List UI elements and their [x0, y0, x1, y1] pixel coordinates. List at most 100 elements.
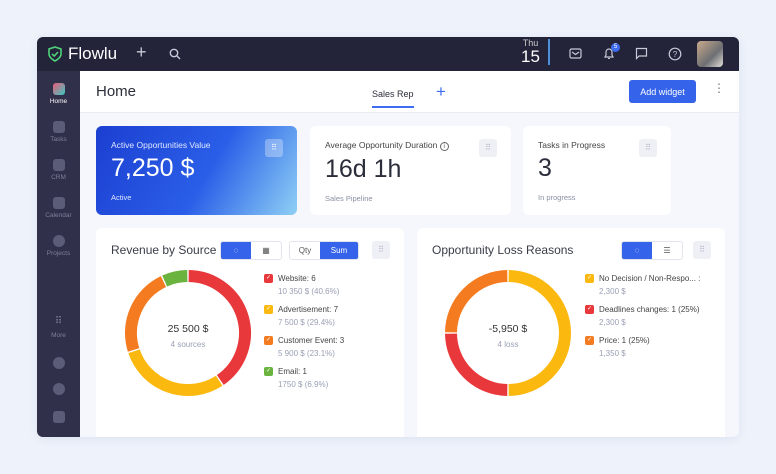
sidebar-item-crm[interactable]: CRM [37, 159, 80, 181]
legend-text: Advertisement: 7 [278, 305, 339, 314]
card-label: Average Opportunity Duration i [325, 140, 496, 151]
legend-item[interactable]: ✓ Deadlines changes: 1 (25%) 2,300 $ [585, 305, 700, 327]
notification-badge: 5 [611, 43, 620, 52]
donut-subtitle: 4 sources [170, 340, 206, 349]
bell-icon[interactable] [603, 47, 615, 60]
legend-text: No Decision / Non-Respo... : [599, 274, 701, 283]
sidebar-label: Projects [46, 250, 71, 257]
inbox-icon[interactable] [569, 48, 582, 59]
sidebar-item-home[interactable]: Home [37, 83, 80, 105]
add-widget-button[interactable]: Add widget [629, 80, 696, 103]
sidebar-item-projects[interactable]: Projects [37, 235, 80, 257]
sidebar-item-announcements[interactable] [37, 411, 80, 426]
donut-center: 25 500 $ 4 sources [138, 323, 238, 349]
help-icon[interactable]: ? [668, 47, 682, 61]
metric-toggle: Qty Sum [289, 241, 359, 260]
legend-item[interactable]: ✓ Website: 6 10 350 $ (40.6%) [264, 274, 344, 296]
checkbox-icon[interactable]: ✓ [585, 336, 594, 345]
loss-legend: ✓ No Decision / Non-Respo... : 2,300 $ ✓ Dea… [585, 274, 700, 367]
legend-text: Customer Event: 3 [278, 336, 345, 345]
legend-item[interactable]: ✓ Advertisement: 7 7 500 $ (29.4%) [264, 305, 344, 327]
checkbox-icon[interactable]: ✓ [264, 367, 273, 376]
donut-slice[interactable] [162, 270, 188, 287]
sidebar-item-settings[interactable] [37, 383, 80, 398]
donut-view-icon[interactable]: ◌ [221, 242, 251, 259]
qty-button[interactable]: Qty [298, 246, 312, 255]
donut-center: -5,950 $ 4 loss [458, 323, 558, 349]
more-vertical-icon[interactable]: ⋮ [713, 81, 725, 95]
sidebar-item-tasks[interactable]: Tasks [37, 121, 80, 143]
sidebar-item-more[interactable]: ⠿ More [37, 317, 80, 340]
checkbox-icon[interactable]: ✓ [264, 305, 273, 314]
tab-sales-rep[interactable]: Sales Rep [372, 89, 414, 108]
legend-value: 2,300 $ [599, 287, 626, 296]
donut-view-icon[interactable]: ◌ [622, 242, 652, 259]
checkbox-icon[interactable]: ✓ [264, 336, 273, 345]
checkbox-icon[interactable]: ✓ [264, 274, 273, 283]
table-view-icon[interactable]: ▦ [262, 246, 270, 255]
widget-title: Opportunity Loss Reasons [432, 243, 574, 257]
donut-slice[interactable] [445, 333, 508, 396]
sidebar-item-integrations[interactable] [37, 357, 80, 372]
card-value: 7,250 $ [111, 154, 195, 182]
legend-label: ✓ Customer Event: 3 [264, 336, 344, 345]
donut-slice[interactable] [445, 270, 508, 333]
search-icon[interactable] [169, 48, 181, 60]
user-avatar[interactable] [697, 41, 723, 67]
card-value: 3 [538, 154, 552, 182]
legend-text: Price: 1 (25%) [599, 336, 650, 345]
legend-value: 1,350 $ [599, 349, 626, 358]
chat-icon[interactable] [635, 47, 648, 60]
legend-item[interactable]: ✓ Customer Event: 3 5 900 $ (23.1%) [264, 336, 344, 358]
donut-subtitle: 4 loss [497, 340, 519, 349]
kpi-card-avg-duration: Average Opportunity Duration i 16d 1h Sa… [310, 126, 511, 215]
info-icon[interactable]: i [439, 142, 449, 151]
home-icon [52, 83, 65, 95]
legend-label: ✓ Website: 6 [264, 274, 344, 283]
legend-value: 5 900 $ (23.1%) [278, 349, 335, 358]
kpi-card-tasks-in-progress: Tasks in Progress 3 In progress ⠿ [523, 126, 671, 215]
drag-handle-icon[interactable]: ⠿ [639, 139, 657, 157]
shield-check-icon [48, 46, 62, 62]
legend-label: ✓ Deadlines changes: 1 (25%) [585, 305, 700, 314]
sidebar: Home Tasks CRM Calendar Projects ⠿ More [37, 71, 80, 437]
legend-item[interactable]: ✓ No Decision / Non-Respo... : 2,300 $ [585, 274, 700, 296]
donut-slice[interactable] [508, 270, 571, 396]
card-sub: Sales Pipeline [325, 194, 373, 203]
projects-icon [52, 235, 65, 247]
date-day: Thu [522, 38, 539, 48]
plus-icon[interactable]: + [136, 42, 147, 62]
crm-funnel-icon [52, 159, 65, 171]
drag-handle-icon[interactable]: ⠿ [479, 139, 497, 157]
sidebar-label: Home [49, 98, 68, 105]
sidebar-label: CRM [51, 174, 66, 181]
donut-total: 25 500 $ [167, 323, 209, 335]
checkbox-icon[interactable]: ✓ [585, 274, 594, 283]
legend-item[interactable]: ✓ Email: 1 1750 $ (6.9%) [264, 367, 344, 389]
widget-opportunity-loss-reasons: Opportunity Loss Reasons ◌ ☰ ⠿ -5,950 $4 … [417, 228, 725, 437]
sum-button[interactable]: Sum [320, 242, 358, 259]
drag-handle-icon[interactable]: ⠿ [372, 241, 390, 259]
logo[interactable]: Flowlu [47, 44, 117, 64]
legend-item[interactable]: ✓ Price: 1 (25%) 1,350 $ [585, 336, 700, 358]
legend-value: 7 500 $ (29.4%) [278, 318, 335, 327]
checkbox-icon[interactable]: ✓ [585, 305, 594, 314]
date-widget[interactable]: Thu 15 [521, 39, 550, 65]
donut-slice[interactable] [128, 349, 223, 396]
date-number: 15 [521, 47, 540, 66]
donut-slice[interactable] [188, 270, 251, 385]
legend-value: 1750 $ (6.9%) [278, 380, 329, 389]
calendar-icon [52, 197, 65, 209]
card-label: Tasks in Progress [538, 140, 606, 150]
drag-handle-icon[interactable]: ⠿ [265, 139, 283, 157]
page-title: Home [96, 83, 137, 100]
card-sub: In progress [538, 193, 576, 202]
add-tab-button[interactable]: + [436, 82, 446, 101]
sidebar-item-calendar[interactable]: Calendar [37, 197, 80, 219]
legend-label: ✓ No Decision / Non-Respo... : [585, 274, 700, 283]
card-label-text: Average Opportunity Duration [325, 140, 438, 150]
drag-handle-icon[interactable]: ⠿ [693, 241, 711, 259]
list-view-icon[interactable]: ☰ [663, 246, 671, 255]
donut-slice[interactable] [125, 276, 167, 352]
view-toggle: ◌ ☰ [621, 241, 683, 260]
